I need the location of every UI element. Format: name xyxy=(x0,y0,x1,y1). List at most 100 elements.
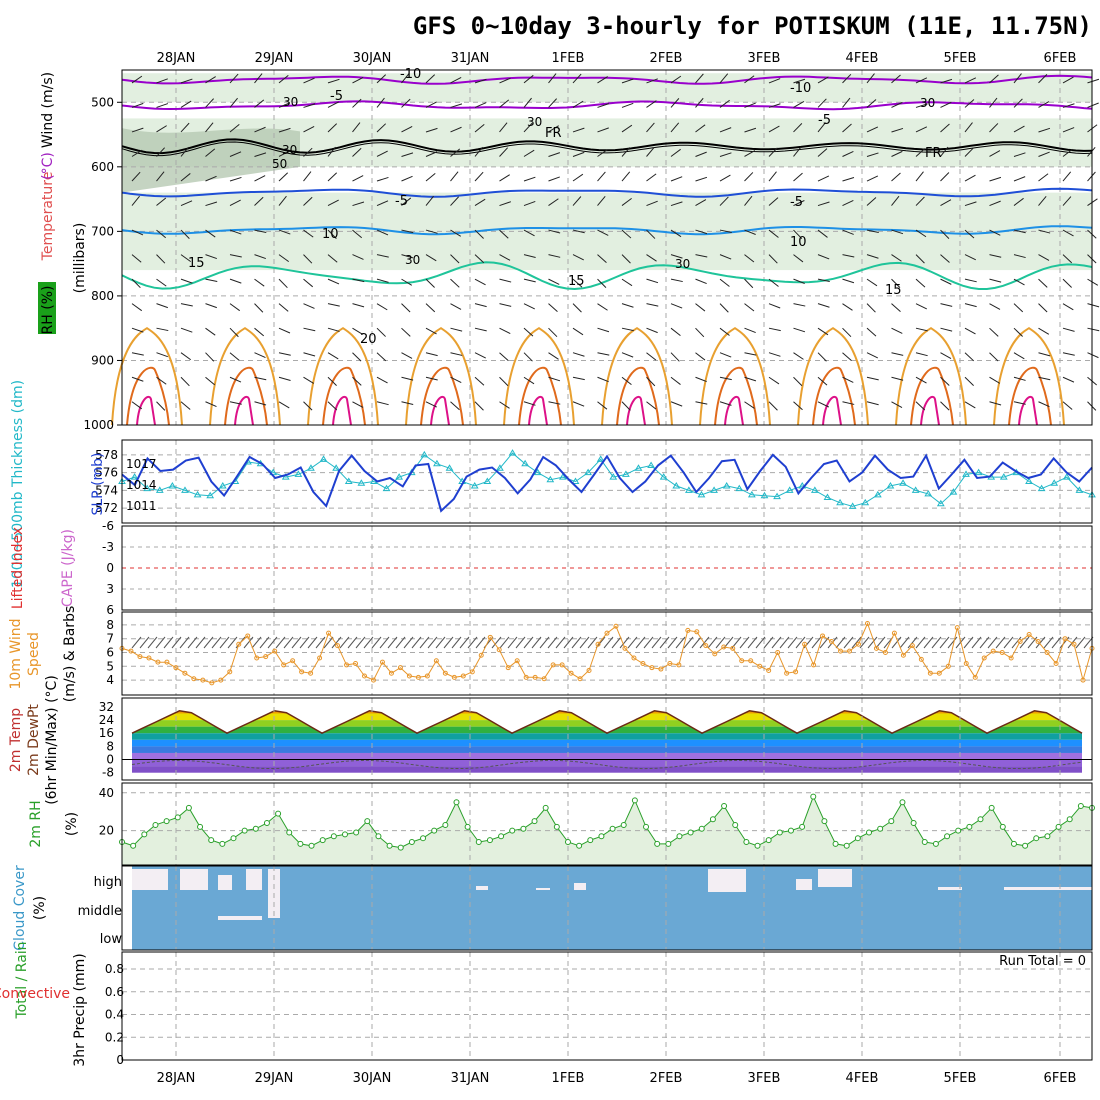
wind-barb xyxy=(131,636,142,649)
wind-barb xyxy=(866,73,875,84)
wind-barb xyxy=(376,303,388,311)
wind-barb xyxy=(866,278,878,287)
y-tick-label: 700 xyxy=(91,224,114,238)
wind-barb xyxy=(254,99,265,108)
wind-barb xyxy=(915,278,926,288)
wind-barb xyxy=(768,278,779,287)
wind-barb xyxy=(670,254,683,259)
wind-barb xyxy=(474,229,484,239)
wind-barb xyxy=(548,98,558,108)
wind-barb xyxy=(205,148,216,157)
rh-point xyxy=(899,799,906,806)
cloud-gap xyxy=(476,886,488,890)
wind-barb xyxy=(205,254,217,260)
thickness-point xyxy=(722,481,731,489)
thickness-point xyxy=(546,475,555,483)
rh-point xyxy=(854,835,861,842)
wind-barb xyxy=(768,327,781,332)
rh-point xyxy=(643,823,650,830)
rh-point xyxy=(877,825,884,832)
wind-barb xyxy=(548,401,561,405)
rh-point xyxy=(654,840,661,847)
wind-barb xyxy=(621,254,631,264)
precip-unit-label: 3hr Precip (mm) xyxy=(72,953,88,1066)
thickness-point xyxy=(1050,479,1059,486)
wind-barb xyxy=(163,636,174,649)
wind-barb xyxy=(156,254,166,264)
y-tick-label: 0 xyxy=(116,1053,124,1067)
wind-speed-point xyxy=(676,662,682,668)
wind-speed-point xyxy=(945,663,951,669)
wind-speed-point xyxy=(335,643,341,649)
wind-barb xyxy=(1062,76,1074,84)
wind-barb xyxy=(1011,636,1022,649)
wind-speed-point xyxy=(550,662,556,668)
wind-barb xyxy=(401,98,411,108)
wind-barb xyxy=(989,303,1001,310)
temp-contour-20 xyxy=(699,326,771,426)
y-tick-label: 0.2 xyxy=(105,1030,124,1044)
wind-barb xyxy=(1013,352,1025,360)
wind-speed-point xyxy=(1053,661,1059,667)
wind-barb xyxy=(779,636,790,649)
wind-barb xyxy=(744,195,753,206)
wind-speed-point xyxy=(1062,636,1068,642)
y-tick-label: 8 xyxy=(106,618,114,632)
wind-barb xyxy=(1062,327,1075,332)
wind-barb xyxy=(499,636,510,649)
date-label-top: 28JAN xyxy=(157,51,196,66)
wind-barb xyxy=(891,278,901,288)
wind-speed-point xyxy=(1035,638,1041,644)
wind-barb xyxy=(1062,278,1072,288)
wind-barb xyxy=(1038,254,1050,261)
temp-contour-10 xyxy=(121,225,1093,236)
wind-barb xyxy=(621,124,633,133)
thickness-point xyxy=(559,473,567,480)
rh-point xyxy=(799,823,806,830)
thickness-point xyxy=(294,470,303,477)
wind-barb xyxy=(793,146,802,157)
wind-barb xyxy=(744,229,756,235)
wind-barb xyxy=(1038,101,1050,108)
rh-contour-label: 30 xyxy=(283,95,298,109)
cloud-unit-label: (%) xyxy=(32,896,48,920)
wind-barb xyxy=(352,147,362,157)
wind-barb xyxy=(315,636,326,649)
y-tick-label: 7 xyxy=(106,632,114,646)
rh-point xyxy=(442,821,449,828)
wind-barb xyxy=(670,401,683,407)
wind-speed-point xyxy=(227,669,233,675)
wind-barb xyxy=(964,303,977,308)
wind-barb xyxy=(670,122,680,133)
rh-point xyxy=(141,831,148,838)
temp-contour-20 xyxy=(601,326,673,426)
wind-barb xyxy=(597,149,608,157)
wind-barb xyxy=(675,636,686,649)
wind-speed-point xyxy=(1044,650,1050,655)
wind-barb xyxy=(371,636,382,649)
rh-point xyxy=(665,840,672,847)
panel-frame xyxy=(121,525,1093,611)
wind-barb xyxy=(548,198,559,206)
wind-barb xyxy=(155,636,166,649)
wind-speed-point xyxy=(442,670,448,676)
wind-barb xyxy=(352,278,365,283)
wind-barb xyxy=(401,303,411,313)
rh-point xyxy=(475,838,482,845)
wind-barb xyxy=(278,195,287,206)
temp-contour-15 xyxy=(121,261,1093,291)
wind-barb xyxy=(474,352,486,359)
wind-speed-point xyxy=(290,658,296,664)
wind-barb xyxy=(695,73,704,84)
temperature-axis-label: Temperature xyxy=(40,172,56,262)
rh-legend-swatch xyxy=(38,282,56,334)
rh-contour-label: 30 xyxy=(405,253,420,267)
y-tick-label: 0.6 xyxy=(105,985,124,999)
wind-speed-point xyxy=(954,625,960,631)
wind-barb xyxy=(915,196,925,206)
rh-contour-label: 30 xyxy=(920,96,935,110)
wind-barb xyxy=(278,376,291,381)
wind-speed-point xyxy=(487,634,493,640)
wind-barb xyxy=(670,75,682,84)
wind-barb xyxy=(131,352,144,356)
